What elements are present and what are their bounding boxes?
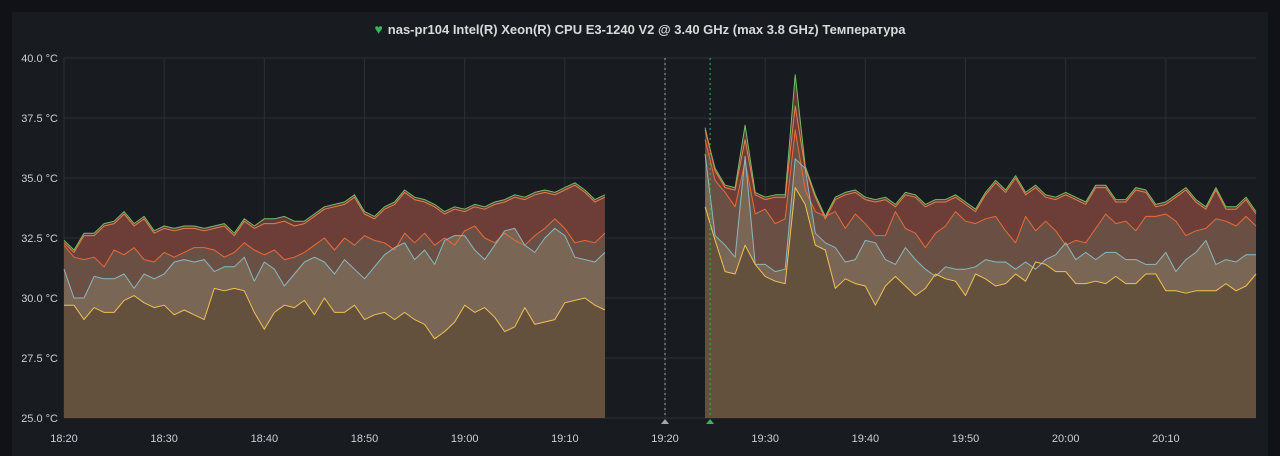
panel-title: nas-pr104 Intel(R) Xeon(R) CPU E3-1240 V… xyxy=(387,21,906,37)
series-area xyxy=(64,288,605,418)
x-tick-label: 19:50 xyxy=(952,433,980,445)
y-tick-label: 40.0 °C xyxy=(21,53,58,65)
series-line xyxy=(704,105,1257,220)
x-tick-label: 18:30 xyxy=(150,433,178,445)
series-line xyxy=(704,153,1256,277)
series-line xyxy=(63,182,606,251)
x-tick-label: 18:20 xyxy=(50,433,78,445)
annotations[interactable] xyxy=(661,58,715,424)
y-tick-label: 35.0 °C xyxy=(21,173,58,185)
annotation-marker-icon xyxy=(706,419,715,424)
series-lines xyxy=(63,74,1257,340)
series-areas xyxy=(64,74,1256,419)
panel-header[interactable]: ♥ nas-pr104 Intel(R) Xeon(R) CPU E3-1240… xyxy=(12,12,1268,46)
x-tick-label: 19:00 xyxy=(451,433,479,445)
x-tick-label: 19:40 xyxy=(852,433,880,445)
series-line xyxy=(63,184,606,253)
heart-icon: ♥ xyxy=(374,21,383,37)
y-tick-label: 37.5 °C xyxy=(21,113,58,125)
x-axis: 18:20 18:30 18:40 18:50 19:00 19:10 19:20 19:30… xyxy=(50,433,1179,445)
x-tick-label: 18:40 xyxy=(251,433,279,445)
series-line xyxy=(704,187,1257,306)
x-tick-label: 19:10 xyxy=(551,433,579,445)
y-tick-label: 25.0 °C xyxy=(21,413,58,425)
series-line xyxy=(63,218,606,268)
x-tick-label: 20:00 xyxy=(1052,433,1080,445)
x-tick-label: 18:50 xyxy=(351,433,379,445)
series-line xyxy=(704,74,1257,217)
y-tick-label: 30.0 °C xyxy=(21,293,58,305)
x-tick-label: 19:30 xyxy=(751,433,779,445)
y-axis: 25.0 °C 27.5 °C 30.0 °C 32.5 °C 35.0 °C 37.5 … xyxy=(21,53,58,425)
x-tick-label: 20:10 xyxy=(1152,433,1180,445)
x-tick-label: 19:20 xyxy=(651,433,679,445)
series-area xyxy=(705,187,1256,418)
series-line xyxy=(704,129,1257,249)
annotation-marker-icon xyxy=(661,419,670,424)
y-tick-label: 32.5 °C xyxy=(21,233,58,245)
series-line xyxy=(63,227,606,299)
y-tick-label: 27.5 °C xyxy=(21,353,58,365)
series-line xyxy=(64,287,606,340)
